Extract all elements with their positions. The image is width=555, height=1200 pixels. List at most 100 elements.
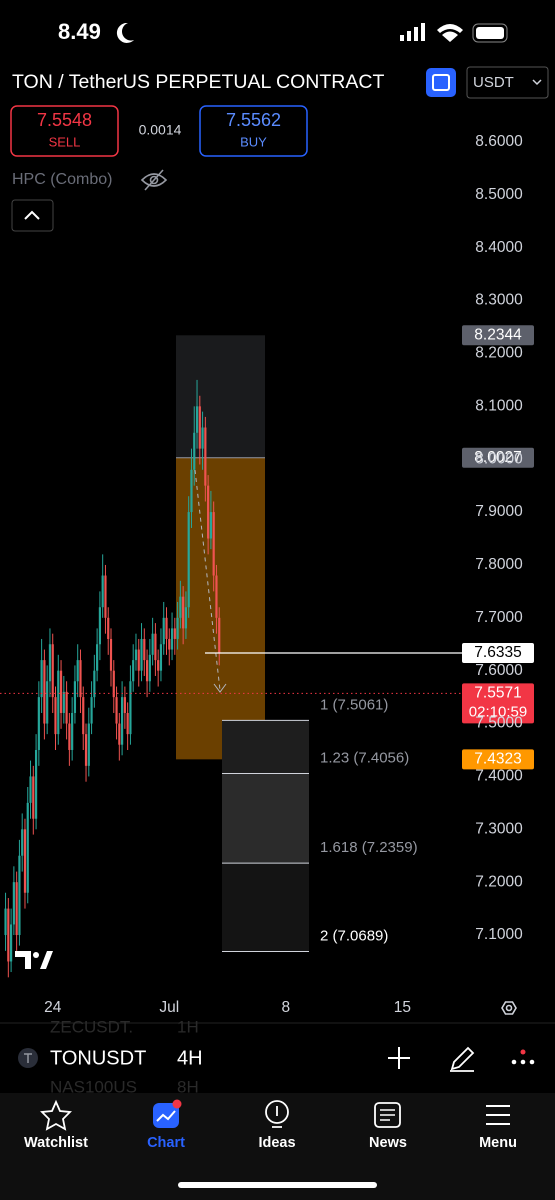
candle-body (198, 406, 201, 449)
tab-label[interactable]: News (369, 1135, 407, 1151)
candle-body (154, 633, 157, 661)
more-button[interactable] (511, 1049, 535, 1065)
entry-zone (176, 457, 265, 760)
fib-zone (222, 863, 309, 952)
candle-body (207, 485, 210, 539)
clock: 8.49 (58, 19, 101, 44)
hide-indicator-icon[interactable] (140, 169, 168, 191)
tab-label[interactable]: Menu (479, 1135, 517, 1151)
spread: 0.0014 (139, 122, 182, 138)
tab-label[interactable]: Chart (147, 1135, 185, 1151)
candle-body (48, 644, 52, 682)
candle-body (26, 802, 29, 893)
candle-body (126, 712, 129, 735)
y-tick-label: 7.4000 (475, 768, 523, 785)
candle-body (129, 681, 132, 735)
candle-body (79, 660, 82, 698)
candle-body (121, 697, 124, 745)
signal-icon (400, 23, 425, 41)
candle-body (23, 829, 27, 893)
candle-body (73, 681, 77, 713)
moon-icon (116, 22, 134, 43)
candle-body (101, 575, 104, 608)
buy-label: BUY (240, 134, 267, 149)
chart-notification (172, 1099, 182, 1109)
y-tick-label: 7.5000 (475, 715, 523, 732)
price-tag-label: 7.6335 (474, 644, 521, 661)
add-button[interactable] (388, 1047, 410, 1069)
candle-body (98, 607, 101, 645)
ideas-icon[interactable] (265, 1100, 289, 1124)
y-tick-label: 7.8000 (475, 556, 523, 573)
indicator-name[interactable]: HPC (Combo) (12, 171, 112, 188)
chart-icon-line (156, 1110, 176, 1122)
candle-body (215, 575, 218, 618)
buy-button[interactable] (199, 105, 308, 157)
collapse-button[interactable] (11, 199, 54, 232)
fullscreen-button[interactable] (426, 68, 456, 97)
projection-arrowhead (213, 683, 227, 693)
y-tick-label: 8.3000 (475, 292, 523, 309)
symbol-logo-glyph (24, 1053, 32, 1063)
candle-body (157, 660, 160, 671)
settings-icon[interactable] (501, 1001, 517, 1015)
candle-body (137, 649, 140, 671)
candle-body (218, 617, 221, 653)
candle-body (82, 697, 85, 735)
price-tag-label: 8.2344 (474, 326, 522, 343)
hidden-symbol: ZECUSDT. (50, 1017, 133, 1036)
wifi-icon (437, 24, 463, 42)
collapse-icon (24, 210, 40, 220)
candle-body (43, 660, 46, 724)
currency: USDT (473, 74, 514, 91)
candle-body (62, 691, 65, 713)
y-tick-label: 8.5000 (475, 186, 523, 203)
x-tick-label: 15 (394, 999, 411, 1016)
sell-button[interactable] (10, 105, 119, 157)
candle-body (21, 829, 24, 856)
fib-label: 2 (7.0689) (320, 927, 388, 944)
candle-body (40, 660, 43, 698)
price-tag-label: 7.4323 (474, 750, 521, 767)
fib-zone (222, 720, 309, 774)
candle-body (12, 882, 15, 925)
symbol-title[interactable]: TON / TetherUS PERPETUAL CONTRACT (12, 71, 384, 93)
candles (4, 379, 221, 978)
x-tick-label: 24 (44, 999, 62, 1016)
interval[interactable]: 4H (177, 1047, 203, 1069)
fullscreen-icon (432, 74, 450, 91)
candle-body (34, 749, 38, 819)
draw-button[interactable] (450, 1046, 475, 1072)
price-tag (462, 642, 534, 663)
news-icon[interactable] (374, 1102, 401, 1128)
battery-level (476, 27, 504, 39)
y-tick-label: 8.2000 (475, 345, 523, 362)
candle-body (162, 617, 165, 645)
tab-label[interactable]: Ideas (258, 1135, 295, 1151)
dropdown-caret (532, 79, 542, 86)
symbol[interactable]: TONUSDT (50, 1047, 146, 1069)
tab-label[interactable]: Watchlist (24, 1135, 88, 1151)
candle-body (15, 882, 18, 936)
candle-body (193, 432, 196, 470)
candle-body (65, 691, 68, 724)
menu-icon[interactable] (486, 1105, 510, 1125)
y-tick-label: 7.1000 (475, 926, 523, 943)
candle-body (87, 723, 90, 766)
candle-body (115, 697, 118, 724)
candle-body (112, 670, 115, 698)
currency-dropdown[interactable] (466, 66, 549, 99)
candle-body (37, 697, 40, 750)
candle-body (4, 908, 7, 936)
y-tick-label: 8.1000 (475, 397, 523, 414)
candle-body (76, 660, 79, 682)
candle-body (168, 638, 171, 650)
chart-icon[interactable] (153, 1103, 179, 1128)
watchlist-icon[interactable] (40, 1099, 72, 1131)
axes: 8.6000 8.5000 8.4000 8.3000 8.2000 8.1000 8.00… (44, 133, 523, 1016)
candle-body (93, 670, 96, 698)
candle-body (204, 427, 207, 486)
candle-body (51, 644, 54, 698)
y-tick-label: 8.6000 (475, 133, 523, 150)
